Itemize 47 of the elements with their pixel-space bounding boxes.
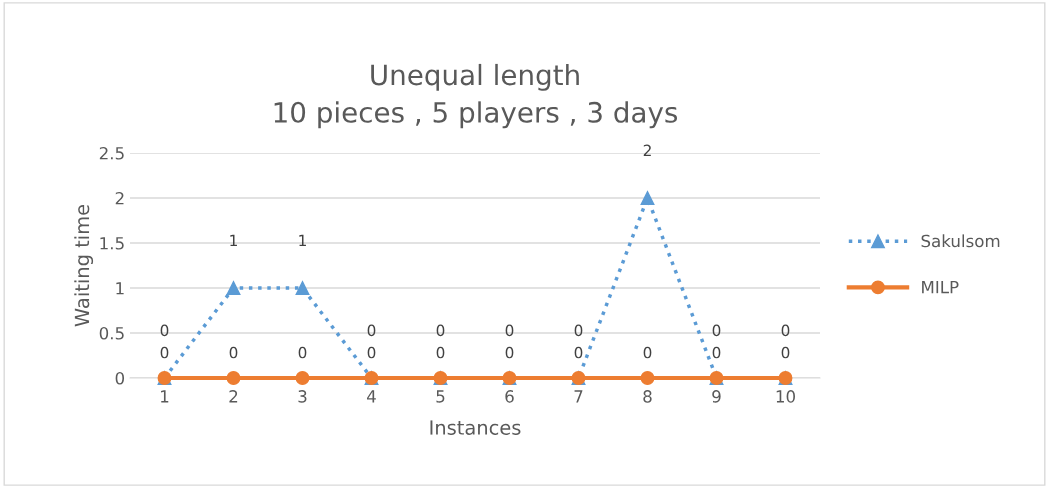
- point: [295, 371, 310, 385]
- data-label: 0: [781, 346, 790, 359]
- data-label: 0: [160, 324, 169, 337]
- y-tick-label: 2: [115, 191, 124, 205]
- x-tick-label: 8: [643, 390, 652, 403]
- data-label: 0: [160, 346, 169, 359]
- point: [640, 191, 655, 205]
- x-tick-label: 3: [298, 390, 307, 403]
- data-label: 0: [505, 346, 514, 359]
- x-tick-label: 6: [505, 390, 514, 403]
- data-label: 0: [367, 346, 376, 359]
- data-label: 0: [643, 346, 652, 359]
- x-tick-label: 10: [776, 390, 795, 403]
- data-label: 0: [436, 324, 445, 337]
- data-label: 0: [367, 324, 376, 337]
- y-tick-label: 0.5: [99, 326, 124, 340]
- point: [640, 371, 655, 385]
- point: [226, 371, 241, 385]
- data-label: 0: [229, 346, 238, 359]
- x-tick-label: 5: [436, 390, 445, 403]
- legend-label: MILP: [922, 281, 959, 294]
- data-label: 0: [505, 324, 514, 337]
- data-label: 0: [781, 324, 790, 337]
- x-tick-label: 9: [712, 390, 721, 403]
- data-label: 0: [712, 346, 721, 359]
- y-tick-label: 1.5: [100, 237, 124, 250]
- y-axis-title: Waiting time: [74, 204, 94, 327]
- point: [226, 281, 241, 295]
- x-tick-label: 1: [161, 390, 169, 403]
- y-tick-label: 2.5: [99, 146, 124, 160]
- x-tick-label: 2: [229, 390, 238, 403]
- legend-label: Sakulsom: [921, 234, 1000, 248]
- y-tick-label: 1: [116, 282, 124, 295]
- x-tick-label: 4: [367, 390, 376, 403]
- data-label: 0: [574, 346, 583, 359]
- chart-title: Unequal length 10 pieces , 5 players , 3 days: [274, 63, 678, 129]
- data-label: 1: [299, 234, 306, 246]
- data-label: 0: [712, 324, 721, 337]
- x-axis-title: Instances: [430, 420, 521, 435]
- data-label: 0: [574, 324, 583, 337]
- data-label: 0: [436, 346, 445, 359]
- data-label: 0: [298, 346, 307, 359]
- data-label: 1: [230, 234, 237, 246]
- point: [295, 281, 310, 295]
- x-tick-label: 7: [574, 390, 583, 403]
- y-tick-label: 0: [115, 371, 125, 385]
- data-label: 2: [643, 144, 651, 156]
